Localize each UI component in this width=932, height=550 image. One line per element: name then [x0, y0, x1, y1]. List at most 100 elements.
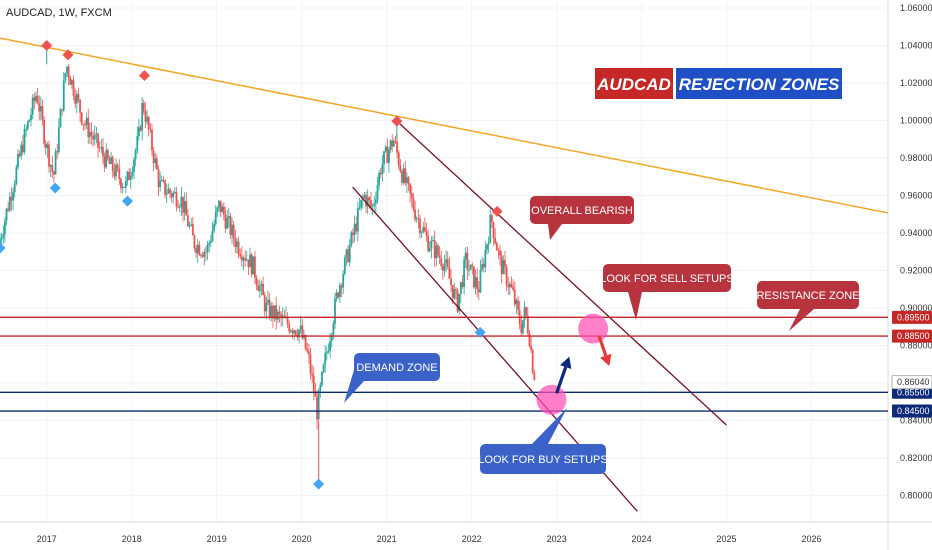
- candle-body: [453, 289, 456, 299]
- candle-body: [175, 192, 178, 207]
- y-tick-label: 0.98000: [900, 153, 932, 163]
- candle-body: [366, 197, 369, 207]
- candle-body: [322, 364, 325, 373]
- y-tick-label: 0.80000: [900, 490, 932, 500]
- candle-body: [463, 259, 466, 288]
- candle-body: [391, 140, 394, 147]
- candle-body: [249, 254, 251, 268]
- candle-body: [69, 77, 72, 85]
- candle-body: [343, 257, 346, 275]
- candle-body: [412, 198, 415, 210]
- candle-body: [337, 292, 340, 297]
- candle-body: [152, 150, 155, 164]
- candle-body: [299, 325, 302, 330]
- candle-body: [428, 248, 431, 252]
- candle-body: [446, 259, 449, 268]
- candle-body: [219, 200, 222, 213]
- candle-body: [268, 299, 271, 318]
- x-tick-label: 2026: [802, 534, 822, 544]
- price-levels: 0.89500 0.88500 0.85500 0.84500 0.86040: [0, 310, 932, 418]
- candle-body: [456, 290, 459, 312]
- price-tag: [892, 404, 932, 418]
- candle-body: [396, 141, 398, 153]
- candle-body: [106, 150, 109, 159]
- candle-body: [232, 224, 235, 239]
- candle-body: [98, 147, 101, 149]
- candle-body: [198, 244, 201, 255]
- candle-body: [21, 144, 24, 153]
- candle-body: [136, 136, 139, 151]
- candle-body: [187, 215, 189, 227]
- candle-body: [422, 227, 425, 232]
- candle-body: [245, 259, 248, 261]
- candle-body: [149, 129, 152, 131]
- callout-overall-bearish-label: OVERALL BEARISH: [531, 205, 633, 217]
- x-tick-label: 2018: [122, 534, 142, 544]
- candle-body: [461, 281, 464, 288]
- x-tick-label: 2019: [207, 534, 227, 544]
- candle-body: [526, 315, 529, 334]
- candle-body: [466, 252, 469, 270]
- candle-body: [0, 239, 1, 247]
- candle-body: [234, 238, 237, 247]
- candle-body: [410, 193, 413, 199]
- candle-body: [360, 199, 363, 208]
- candle-body: [386, 146, 389, 163]
- candle-body: [319, 384, 322, 391]
- candle-body: [451, 284, 454, 299]
- candle-body: [10, 196, 13, 201]
- candle-body: [347, 249, 349, 263]
- candle-body: [154, 158, 157, 164]
- candle-body: [193, 235, 196, 249]
- price-tag-label: 0.84500: [897, 406, 930, 416]
- price-tag-label: 0.89500: [897, 312, 930, 322]
- candle-body: [502, 260, 505, 275]
- candle-body: [2, 234, 5, 238]
- candle-body: [383, 151, 385, 165]
- candle-body: [317, 390, 320, 420]
- candle-body: [306, 349, 309, 352]
- candle-body: [252, 256, 255, 275]
- candle-body: [321, 372, 323, 385]
- candle-body: [7, 208, 10, 211]
- candle-body: [471, 264, 474, 267]
- candle-body: [464, 252, 467, 260]
- candle-body: [93, 134, 96, 140]
- candle-body: [409, 183, 412, 194]
- candle-body: [57, 127, 60, 153]
- candle-body: [17, 153, 19, 168]
- candle-body: [38, 103, 41, 112]
- title-box-red: [595, 68, 673, 99]
- candle-body: [211, 230, 214, 242]
- candle-body: [54, 151, 57, 175]
- y-tick-label: 0.94000: [900, 228, 932, 238]
- candle-body: [79, 99, 81, 113]
- callout-buy-setups-pointer: [532, 408, 567, 444]
- candle-body: [31, 97, 34, 115]
- candle-body: [495, 243, 498, 251]
- candle-body: [103, 156, 106, 168]
- candle-body: [468, 269, 470, 271]
- callout-resistance-zone-pointer: [789, 309, 814, 331]
- candle-body: [113, 171, 116, 177]
- candle-body: [102, 147, 104, 157]
- callout-resistance-zone-box: [757, 281, 859, 309]
- candle-body: [180, 196, 183, 207]
- candle-body: [208, 242, 211, 245]
- buy-zone-circle: [536, 384, 567, 415]
- candle-body: [185, 201, 188, 216]
- annotations: [536, 313, 612, 415]
- candle-body: [325, 352, 328, 354]
- candle-body: [67, 66, 70, 78]
- candle-body: [311, 373, 314, 376]
- candle-body: [482, 264, 485, 268]
- candle-body: [4, 220, 6, 235]
- candle-body: [33, 97, 36, 101]
- candle-body: [173, 192, 176, 193]
- candle-body: [291, 330, 294, 334]
- title-box-blue: [676, 68, 842, 99]
- candle-body: [327, 350, 330, 353]
- grid: [0, 0, 888, 522]
